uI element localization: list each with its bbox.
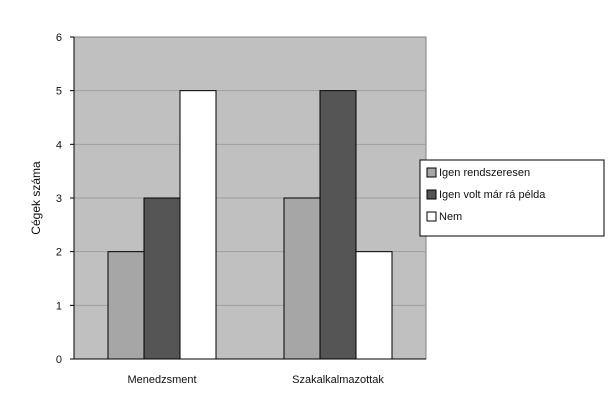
y-tick-label: 4 xyxy=(56,139,62,151)
y-tick-label: 6 xyxy=(56,32,62,44)
y-tick-label: 5 xyxy=(56,86,62,98)
bar xyxy=(355,251,393,360)
bar xyxy=(107,251,145,360)
legend-swatch xyxy=(426,189,437,200)
bar xyxy=(283,197,321,360)
category-label: Szakalkalmazottak xyxy=(292,374,384,386)
y-tick-label: 2 xyxy=(56,247,62,259)
y-tick-label: 1 xyxy=(56,300,62,312)
bar xyxy=(179,90,217,360)
bar xyxy=(143,197,181,360)
legend-box xyxy=(419,159,605,237)
y-tick-labels: 0 1 2 3 4 5 6 xyxy=(56,32,74,366)
y-axis-title: Cégek száma xyxy=(29,161,43,235)
legend-label: Igen rendszeresen xyxy=(439,167,530,179)
legend-label: Igen volt már rá példa xyxy=(439,189,546,201)
bars xyxy=(107,90,393,360)
legend-swatch xyxy=(426,167,437,178)
legend-label: Nem xyxy=(439,211,462,223)
legend: Igen rendszeresen Igen volt már rá példa N… xyxy=(419,159,605,237)
y-tick-label: 0 xyxy=(56,354,62,366)
legend-swatch xyxy=(426,211,437,222)
category-label: Menedzsment xyxy=(127,374,196,386)
y-tick-label: 3 xyxy=(56,193,62,205)
category-labels: Menedzsment Szakalkalmazottak xyxy=(127,374,384,386)
bar xyxy=(319,90,357,360)
